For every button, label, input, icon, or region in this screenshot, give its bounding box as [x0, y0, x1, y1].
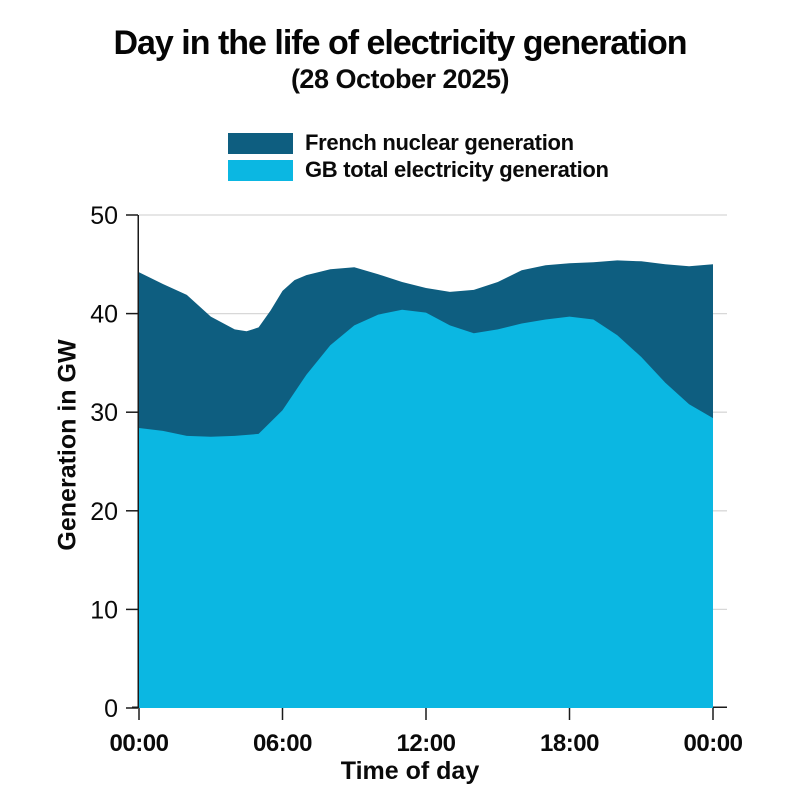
legend-swatch-gb-total	[228, 159, 293, 181]
x-tick-label-6: 06:00	[253, 730, 312, 757]
x-tick-label-0: 00:00	[110, 730, 169, 757]
y-tick-label-10: 10	[90, 596, 118, 624]
gb-total-electricity-generation-area	[139, 309, 713, 708]
chart-subtitle: (28 October 2025)	[290, 64, 510, 94]
legend-item-gb-total: GB total electricity generation	[228, 157, 609, 182]
x-tick-label-12: 12:00	[397, 730, 456, 757]
legend-item-french-nuclear: French nuclear generation	[228, 130, 609, 155]
y-tick-label-20: 20	[90, 498, 118, 526]
legend-label-gb-total: GB total electricity generation	[305, 157, 609, 182]
legend-swatch-french-nuclear	[228, 132, 293, 154]
y-tick-label-50: 50	[90, 202, 118, 230]
x-axis-title: Time of day	[340, 757, 480, 785]
y-tick-label-40: 40	[90, 301, 118, 329]
chart-title: Day in the life of electricity generatio…	[113, 24, 687, 62]
x-tick-label-18: 18:00	[540, 730, 599, 757]
legend-label-french-nuclear: French nuclear generation	[305, 130, 574, 155]
y-tick-label-30: 30	[90, 399, 118, 427]
x-tick-label-24: 00:00	[684, 730, 743, 757]
y-tick-label-0: 0	[104, 695, 118, 723]
legend: French nuclear generation GB total elect…	[228, 130, 609, 185]
y-axis-title: Generation in GW	[53, 339, 82, 551]
